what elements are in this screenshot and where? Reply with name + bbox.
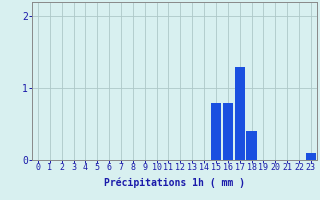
Bar	[223, 103, 233, 160]
X-axis label: Précipitations 1h ( mm ): Précipitations 1h ( mm )	[104, 177, 245, 188]
Bar	[235, 67, 245, 160]
Bar	[246, 131, 257, 160]
Bar	[306, 153, 316, 160]
Bar	[211, 103, 221, 160]
